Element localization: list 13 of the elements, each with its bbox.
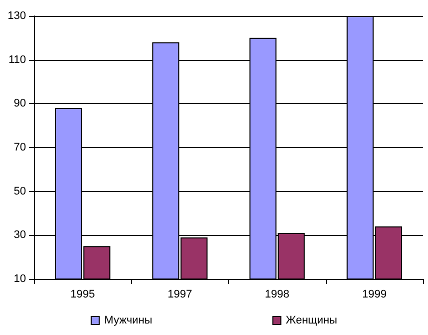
y-tick-label: 110 [8, 54, 26, 66]
legend-label: Женщины [286, 314, 338, 326]
legend-label: Мужчины [104, 314, 152, 326]
x-tick-label: 1998 [264, 288, 290, 300]
x-tick-label: 1995 [70, 288, 95, 300]
x-tick-label: 1997 [168, 288, 192, 300]
y-tick-label: 70 [14, 142, 26, 154]
y-tick-label: 130 [8, 10, 26, 22]
y-tick-label: 30 [14, 229, 26, 242]
y-tick-label: 50 [14, 185, 26, 198]
x-tick-label: 1999 [362, 288, 387, 300]
y-tick-label: 10 [14, 273, 26, 285]
y-tick-label: 90 [14, 98, 26, 110]
